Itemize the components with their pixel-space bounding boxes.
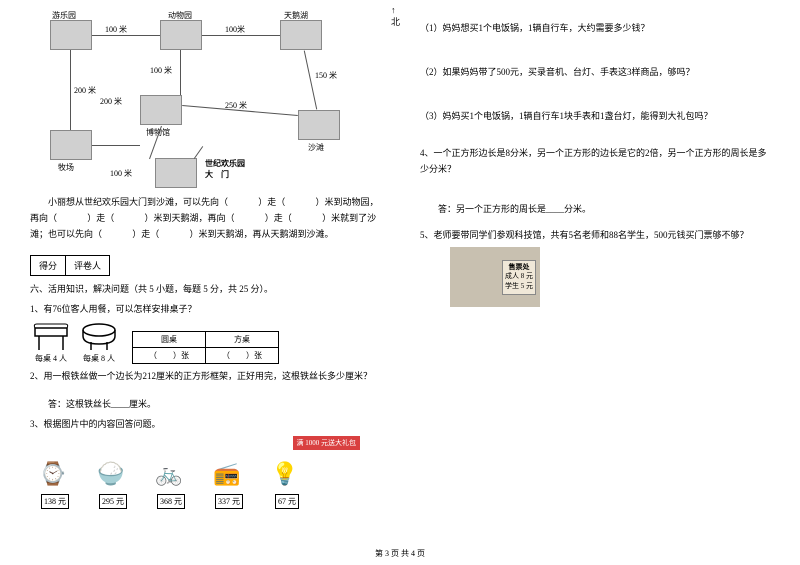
bicycle-icon: 🚲 xyxy=(146,456,192,492)
blank xyxy=(228,194,256,210)
q3-3: （3）妈妈买1个电饭锅，1辆自行车1块手表和1盏台灯，能得到大礼包吗？ xyxy=(420,108,770,124)
dist-label: 100 米 xyxy=(110,168,132,179)
dist-label: 200 米 xyxy=(74,85,96,96)
passage-text: 小丽想从世纪欢乐园大门到沙滩，可以先向（ xyxy=(30,197,228,207)
product-watch: ⌚ 138 元 xyxy=(30,456,80,509)
q3-1: （1）妈妈想买1个电饭锅，1辆自行车，大约需要多少钱？ xyxy=(420,20,770,36)
map-passage: 小丽想从世纪欢乐园大门到沙滩，可以先向（ ）走（ ）米到动物园，再向（ ）走（ … xyxy=(30,194,380,243)
th-square: 方桌 xyxy=(206,331,279,347)
loc-beach-label: 沙滩 xyxy=(308,142,324,153)
q4-answer: 答：另一个正方形的周长是____分米。 xyxy=(420,201,770,217)
left-column: ↑北 游乐园 动物园 天鹅湖 牧场 博物馆 沙滩 世纪欢乐园 大 门 xyxy=(30,10,380,515)
north-label: 北 xyxy=(391,17,400,27)
ricecooker-icon: 🍚 xyxy=(88,456,134,492)
blank xyxy=(159,226,187,242)
north-arrow: ↑北 xyxy=(391,5,400,28)
blank xyxy=(235,210,263,226)
q2-answer: 答：这根铁丝长____厘米。 xyxy=(30,396,380,412)
q5: 5、老师要带同学们参观科技馆，共有5名老师和88名学生，500元钱买门票够不够？ xyxy=(420,227,770,243)
passage-text: ）走（ xyxy=(258,197,285,207)
passage-text: ）米到天鹅湖，再从天鹅湖到沙滩。 xyxy=(190,229,334,239)
map-line xyxy=(202,35,280,36)
score-label: 得分 xyxy=(31,256,66,275)
loc-beach-img xyxy=(298,110,340,140)
loc-swanlake-img xyxy=(280,20,322,50)
loc-gate-label: 世纪欢乐园 大 门 xyxy=(205,158,245,180)
map-line xyxy=(180,50,181,95)
q1-figure: 每桌 4 人 每桌 8 人 圆桌方桌 （ ）张（ ）张 xyxy=(30,321,380,364)
grader-label: 评卷人 xyxy=(66,256,109,275)
blank xyxy=(57,210,85,226)
product-row: ⌚ 138 元 🍚 295 元 🚲 368 元 📻 337 元 💡 67 元 xyxy=(30,456,380,509)
dist-label: 200 米 xyxy=(100,96,122,107)
map-line xyxy=(194,146,203,159)
square-table-label: 每桌 4 人 xyxy=(30,353,72,364)
th-round: 圆桌 xyxy=(133,331,206,347)
cell-round: （ ）张 xyxy=(133,347,206,363)
price-4: 337 元 xyxy=(215,494,243,509)
passage-text: ）米到天鹅湖，再向（ xyxy=(145,213,235,223)
round-table-icon xyxy=(78,321,120,353)
page-container: ↑北 游乐园 动物园 天鹅湖 牧场 博物馆 沙滩 世纪欢乐园 大 门 xyxy=(0,0,800,520)
price-1: 138 元 xyxy=(41,494,69,509)
loc-amusement-label: 游乐园 xyxy=(52,10,76,21)
loc-ranch-label: 牧场 xyxy=(58,162,74,173)
blank xyxy=(102,226,130,242)
round-table-label: 每桌 8 人 xyxy=(78,353,120,364)
square-table-icon xyxy=(30,321,72,353)
q3-text: 3、根据图片中的内容回答问题。 xyxy=(30,416,380,432)
passage-text: ）走（ xyxy=(132,229,159,239)
dist-label: 150 米 xyxy=(315,70,337,81)
q4: 4、一个正方形边长是8分米，另一个正方形的边长是它的2倍，另一个正方形的周长是多… xyxy=(420,145,770,177)
loc-ranch-img xyxy=(50,130,92,160)
promo-wrap: 满 1000 元送大礼包 xyxy=(30,436,360,450)
ticket-title: 售票处 xyxy=(505,263,533,273)
q3-2: （2）如果妈妈带了500元，买录音机、台灯、手表这3样商品，够吗？ xyxy=(420,64,770,80)
product-bicycle: 🚲 368 元 xyxy=(146,456,196,509)
loc-zoo-img xyxy=(160,20,202,50)
product-lamp: 💡 67 元 xyxy=(262,456,312,509)
price-2: 295 元 xyxy=(99,494,127,509)
loc-amusement-img xyxy=(50,20,92,50)
promo-tag: 满 1000 元送大礼包 xyxy=(293,436,361,450)
map-line xyxy=(92,35,160,36)
section-6-title: 六、活用知识，解决问题（共 5 小题，每题 5 分，共 25 分）。 xyxy=(30,282,380,295)
loc-zoo-label: 动物园 xyxy=(168,10,192,21)
ticket-booth-img: 售票处 成人 8 元 学生 5 元 xyxy=(450,247,540,307)
ticket-student: 学生 5 元 xyxy=(505,282,533,292)
blank xyxy=(114,210,142,226)
q2-text: 2、用一根铁丝做一个边长为212厘米的正方形框架，正好用完，这根铁丝长多少厘米？ xyxy=(30,368,380,384)
map-line xyxy=(92,145,140,146)
q1-table: 圆桌方桌 （ ）张（ ）张 xyxy=(132,331,279,364)
passage-text: ）走（ xyxy=(87,213,114,223)
price-3: 368 元 xyxy=(157,494,185,509)
radio-icon: 📻 xyxy=(204,456,250,492)
dist-label: 100 米 xyxy=(105,24,127,35)
round-table-icon-wrap: 每桌 8 人 xyxy=(78,321,120,364)
product-ricecooker: 🍚 295 元 xyxy=(88,456,138,509)
score-box: 得分 评卷人 xyxy=(30,255,110,276)
map-line xyxy=(70,50,71,130)
watch-icon: ⌚ xyxy=(30,456,76,492)
dist-label: 100米 xyxy=(225,24,245,35)
dist-label: 250 米 xyxy=(225,100,247,111)
product-radio: 📻 337 元 xyxy=(204,456,254,509)
blank xyxy=(292,210,320,226)
ticket-adult: 成人 8 元 xyxy=(505,272,533,282)
right-column: （1）妈妈想买1个电饭锅，1辆自行车，大约需要多少钱？ （2）如果妈妈带了500… xyxy=(420,10,770,515)
loc-museum-img xyxy=(140,95,182,125)
page-footer: 第 3 页 共 4 页 xyxy=(0,548,800,559)
loc-swanlake-label: 天鹅湖 xyxy=(284,10,308,21)
ticket-sign: 售票处 成人 8 元 学生 5 元 xyxy=(502,260,536,295)
cell-square: （ ）张 xyxy=(206,347,279,363)
loc-gate-img xyxy=(155,158,197,188)
map-diagram: ↑北 游乐园 动物园 天鹅湖 牧场 博物馆 沙滩 世纪欢乐园 大 门 xyxy=(50,10,350,190)
dist-label: 100 米 xyxy=(150,65,172,76)
q1-text: 1、有76位客人用餐，可以怎样安排桌子？ xyxy=(30,301,380,317)
square-table-icon-wrap: 每桌 4 人 xyxy=(30,321,72,364)
lamp-icon: 💡 xyxy=(262,456,308,492)
passage-text: ）走（ xyxy=(265,213,292,223)
blank xyxy=(285,194,313,210)
price-5: 67 元 xyxy=(275,494,299,509)
